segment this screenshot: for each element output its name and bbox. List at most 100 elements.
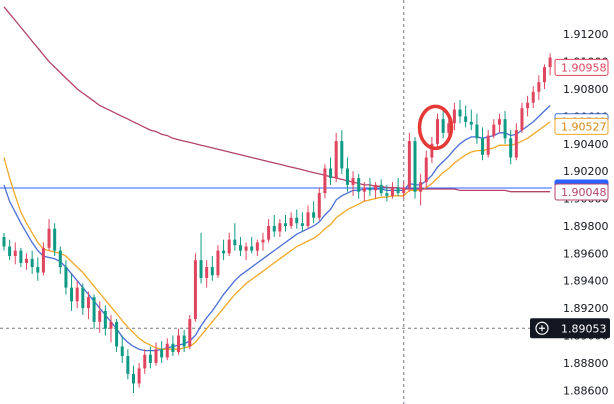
candle (250, 236, 254, 254)
candle-body (481, 138, 485, 155)
candle (497, 113, 501, 133)
candle-body (41, 247, 45, 273)
candle-body (81, 287, 85, 309)
candle (312, 201, 316, 224)
candle-body (284, 223, 287, 226)
candle-body (323, 168, 327, 194)
candle (70, 273, 74, 311)
candle (379, 179, 383, 196)
candle (396, 178, 400, 196)
candle (205, 260, 209, 288)
candle (92, 294, 96, 329)
plus-circle-icon[interactable] (535, 321, 549, 335)
candle (486, 130, 490, 158)
candle-body (317, 193, 321, 218)
candle (193, 253, 197, 322)
candle-body (329, 168, 333, 179)
candle-body (227, 239, 231, 254)
candle (368, 178, 372, 196)
highlight-circle (417, 104, 454, 151)
candle-body (542, 67, 546, 83)
price-badge: 1.90958 (554, 58, 609, 76)
candle-body (13, 250, 17, 257)
candle (503, 110, 507, 144)
candle-body (250, 246, 254, 251)
candle (436, 113, 440, 150)
candle (98, 301, 102, 333)
price-badge-box (554, 183, 609, 201)
candle-body (75, 287, 79, 302)
candle (300, 212, 304, 232)
candle (481, 127, 485, 161)
candle-body (295, 217, 299, 224)
candle-body (199, 260, 203, 279)
candle-body (98, 310, 102, 322)
candle-body (103, 310, 107, 329)
candle-body (148, 354, 152, 363)
candle (103, 305, 107, 336)
candle (115, 319, 119, 352)
candle (30, 250, 34, 274)
candle-body (182, 335, 186, 347)
candle (171, 335, 175, 357)
candle-body (188, 319, 192, 347)
candles-layer (2, 53, 552, 394)
candle-body (441, 119, 445, 133)
candle-body (340, 141, 344, 169)
candle-body (36, 267, 40, 273)
candle-body (244, 246, 248, 251)
candle-body (193, 260, 197, 320)
candle-body (548, 57, 552, 68)
price-badge-box (554, 117, 609, 135)
candle-body (486, 135, 490, 155)
candle-body (312, 212, 316, 218)
candle-body (238, 245, 242, 251)
candle-body (357, 178, 361, 192)
candle (351, 171, 355, 196)
candle (47, 219, 51, 251)
candle (289, 212, 293, 229)
candle (199, 232, 203, 284)
candle-body (233, 239, 237, 246)
candle (492, 119, 496, 139)
candle (323, 164, 327, 199)
candle-body (160, 349, 164, 358)
candle-body (25, 258, 29, 263)
candle (75, 280, 79, 309)
candle-body (272, 225, 276, 232)
candle-body (424, 157, 428, 183)
candle (126, 349, 130, 380)
candle-body (396, 187, 400, 194)
candle-body (120, 346, 124, 357)
candle (542, 64, 546, 90)
candle (430, 136, 434, 163)
candle-body (413, 141, 417, 192)
candle (267, 219, 271, 243)
candle (537, 75, 541, 100)
candle (407, 132, 411, 192)
candle-body (509, 138, 513, 158)
candle-body (143, 354, 147, 369)
candle (390, 182, 394, 199)
candle (13, 242, 17, 265)
candle-body (447, 123, 451, 133)
candle (424, 150, 428, 188)
candle (86, 291, 90, 320)
candle (154, 342, 158, 366)
ma-line-3 (3, 6, 551, 193)
crosshair-price-badge[interactable]: 1.89053 (530, 318, 610, 339)
candle-body (70, 287, 74, 302)
candle (340, 130, 344, 174)
candle-body (537, 82, 541, 92)
candle (509, 130, 513, 165)
candle (469, 109, 473, 131)
candle (458, 99, 462, 124)
candle-body (368, 187, 372, 191)
candle (8, 239, 12, 261)
candle-body (19, 250, 23, 263)
candle (188, 314, 192, 350)
price-badge: 1.90527 (554, 117, 609, 135)
candle-body (531, 91, 535, 103)
